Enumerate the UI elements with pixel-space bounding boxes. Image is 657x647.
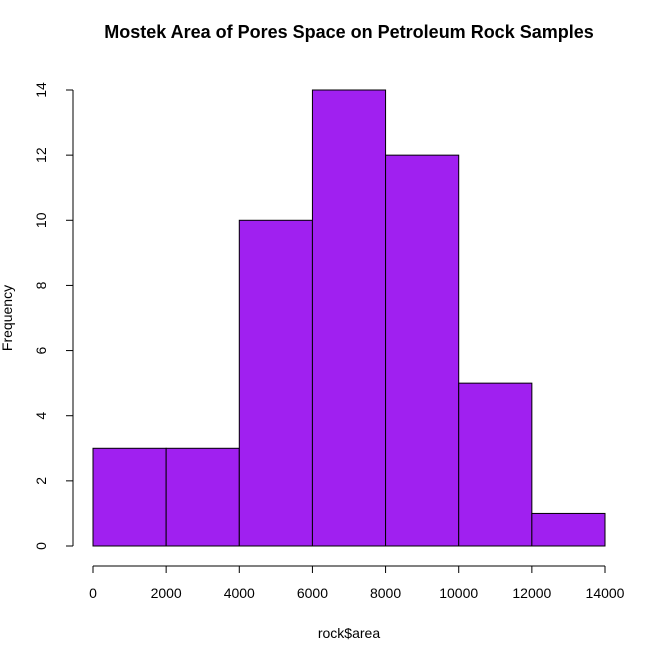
x-tick-label: 2000 [151,585,182,601]
histogram-bar [458,382,533,547]
x-tick-label: 6000 [297,585,328,601]
x-tick-label: 8000 [370,585,401,601]
histogram-bar [385,154,460,547]
y-axis-label: Frequency [0,285,15,351]
histogram-bar [311,89,387,547]
x-tick-label: 10000 [439,585,478,601]
y-tick-label: 0 [33,542,49,550]
histogram-bar [531,512,606,547]
chart-title: Mostek Area of Pores Space on Petroleum … [104,22,594,42]
y-tick-label: 2 [33,477,49,485]
y-tick-label: 4 [33,412,49,420]
x-tick-label: 4000 [224,585,255,601]
y-axis: 0 2 4 6 8 10 12 14 [33,82,74,550]
y-tick-label: 14 [33,82,49,98]
x-tick-label: 0 [89,585,97,601]
bars-group [92,89,606,547]
x-axis: 0 2000 4000 6000 8000 10000 12000 14000 [89,565,625,601]
x-tick-label: 12000 [512,585,551,601]
y-tick-label: 12 [33,147,49,163]
histogram-bar [165,447,240,547]
y-tick-label: 6 [33,346,49,354]
y-tick-label: 10 [33,212,49,228]
x-tick-label: 14000 [586,585,625,601]
y-tick-label: 8 [33,281,49,289]
histogram-bar [238,219,313,547]
histogram-bar [92,447,167,547]
x-axis-label: rock$area [318,625,380,641]
